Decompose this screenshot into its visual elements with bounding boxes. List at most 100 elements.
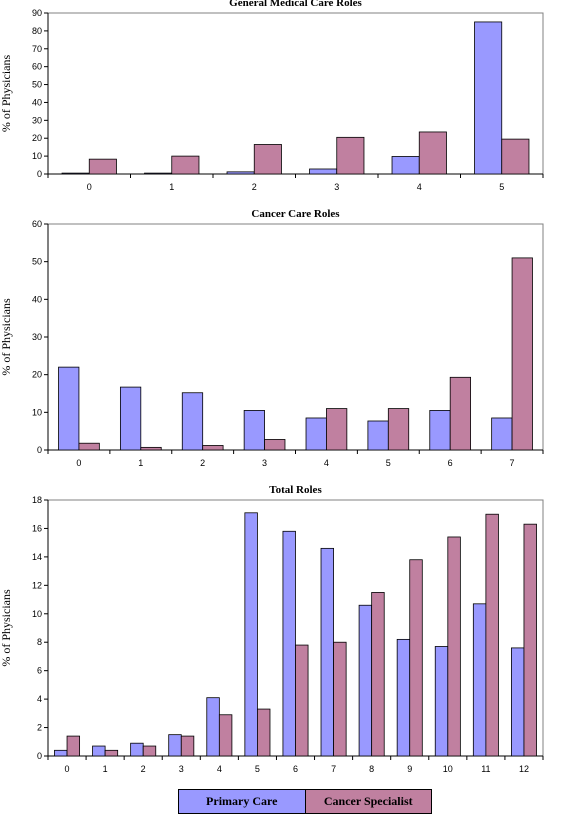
x-tick-label: 0 [87,182,92,192]
bar-cancer-specialist [180,735,195,757]
y-tick-label: 2 [37,723,42,733]
bar-cancer-specialist [326,408,348,451]
bar-cancer-specialist [257,708,271,757]
y-tick-label: 10 [32,407,42,417]
chart-title-1: Cancer Care Roles [251,208,340,220]
legend-label-primary-care: Primary Care [206,794,278,808]
bar-primary-care [472,603,487,757]
bar-primary-care [367,420,389,451]
x-tick-label: 3 [334,182,339,192]
bar-primary-care [244,512,258,757]
bar-cancer-specialist [142,745,157,757]
bar-cancer-specialist [140,446,162,451]
y-tick-label: 80 [32,26,42,36]
bar-primary-care [429,410,451,451]
y-tick-label: 8 [37,637,42,647]
y-tick-label: 4 [37,694,42,704]
x-tick-label: 12 [519,764,529,774]
bar-primary-care [491,417,513,451]
y-tick-label: 60 [32,219,42,229]
bar-primary-care [181,392,204,451]
bar-cancer-specialist [66,735,81,757]
x-tick-label: 0 [76,458,81,468]
y-axis-label-0: % of Physicians [0,55,13,133]
bar-cancer-specialist [511,257,533,451]
bar-cancer-specialist [387,408,410,451]
legend-item-primary-care: Primary Care [179,790,306,813]
bar-primary-care [243,410,265,451]
bar-cancer-specialist [218,714,233,757]
bar-cancer-specialist [171,155,200,175]
x-tick-label: 5 [386,458,391,468]
bar-cancer-specialist [88,158,117,175]
bar-cancer-specialist [336,136,365,175]
bar-primary-care [309,168,338,175]
y-tick-label: 40 [32,294,42,304]
x-tick-label: 1 [138,458,143,468]
x-tick-label: 2 [252,182,257,192]
bar-primary-care [320,547,334,757]
legend-item-cancer-specialist: Cancer Specialist [305,790,431,813]
y-tick-label: 50 [32,257,42,267]
bar-cancer-specialist [523,523,537,757]
bar-cancer-specialist [295,644,309,757]
y-tick-label: 10 [32,151,42,161]
bar-cancer-specialist [78,442,100,451]
y-tick-label: 20 [32,133,42,143]
bar-primary-care [396,638,411,757]
bar-primary-care [144,172,173,175]
y-tick-label: 10 [32,609,42,619]
y-tick-label: 0 [37,445,42,455]
plot-area-0 [47,12,544,175]
x-tick-label: 3 [179,764,184,774]
y-tick-label: 40 [32,97,42,107]
bar-cancer-specialist [485,513,499,757]
y-tick-label: 0 [37,169,42,179]
x-tick-label: 6 [448,458,453,468]
x-tick-label: 6 [293,764,298,774]
bar-cancer-specialist [418,131,447,175]
bar-cancer-specialist [202,445,224,451]
bar-primary-care [358,604,373,757]
x-tick-label: 11 [481,764,490,774]
y-tick-label: 12 [32,580,42,590]
y-axis-label-1: % of Physicians [0,298,13,376]
charts-canvas: General Medical Care Roles % of Physician… [0,0,544,774]
x-tick-label: 7 [510,458,515,468]
y-tick-label: 90 [32,8,42,18]
bar-primary-care [510,647,525,757]
y-tick-label: 16 [32,523,42,533]
x-tick-label: 4 [324,458,329,468]
y-tick-label: 60 [32,62,42,72]
bar-primary-care [58,366,80,451]
bar-cancer-specialist [104,749,119,757]
y-tick-label: 14 [32,552,42,562]
bar-primary-care [474,21,503,175]
bar-primary-care [226,171,255,175]
legend-label-cancer-specialist: Cancer Specialist [323,794,413,808]
y-tick-label: 30 [32,115,42,125]
y-tick-label: 6 [37,666,42,676]
bar-primary-care [434,646,449,757]
bar-cancer-specialist [501,138,530,175]
x-tick-label: 3 [262,458,267,468]
bar-cancer-specialist [253,144,282,175]
bar-primary-care [168,734,182,757]
y-tick-label: 70 [32,44,42,54]
bar-primary-care [61,172,90,175]
y-tick-label: 20 [32,370,42,380]
y-tick-label: 50 [32,80,42,90]
x-tick-label: 7 [331,764,336,774]
legend: Primary Care Cancer Specialist [178,789,432,814]
x-tick-label: 2 [200,458,205,468]
bar-primary-care [54,749,68,757]
bar-primary-care [119,386,142,451]
x-tick-label: 1 [103,764,108,774]
y-tick-label: 30 [32,332,42,342]
bar-cancer-specialist [264,439,286,451]
bar-cancer-specialist [333,641,347,757]
bar-cancer-specialist [371,592,385,757]
x-tick-label: 1 [169,182,174,192]
bar-primary-care [130,742,144,757]
bar-cancer-specialist [409,559,423,757]
